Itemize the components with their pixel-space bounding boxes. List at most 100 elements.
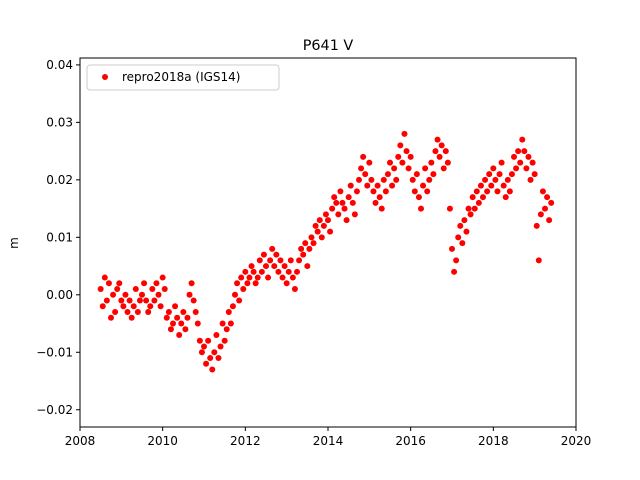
- y-axis-label: m: [7, 237, 21, 249]
- data-point: [422, 165, 429, 172]
- data-point: [504, 176, 511, 183]
- data-point: [484, 188, 491, 195]
- data-point: [477, 182, 484, 189]
- data-point: [108, 314, 114, 321]
- data-point: [467, 211, 474, 218]
- data-point: [97, 286, 104, 293]
- data-point: [300, 251, 307, 258]
- data-point: [351, 211, 358, 218]
- data-point: [318, 234, 325, 241]
- data-point: [215, 355, 222, 362]
- data-point: [174, 314, 181, 321]
- data-point: [120, 303, 127, 310]
- data-point: [161, 286, 168, 293]
- data-point: [335, 211, 342, 218]
- data-point: [170, 320, 176, 327]
- data-point: [271, 263, 278, 270]
- data-point: [304, 263, 311, 270]
- data-point: [139, 291, 145, 298]
- data-point: [248, 263, 255, 270]
- data-point: [430, 171, 437, 178]
- data-point: [360, 153, 367, 160]
- legend-entry-label: repro2018a (IGS14): [122, 70, 240, 84]
- chart-title: P641 V: [303, 38, 354, 54]
- data-point: [194, 320, 201, 327]
- data-point: [234, 280, 241, 287]
- data-point: [434, 136, 441, 143]
- data-point: [384, 171, 391, 178]
- data-point: [314, 228, 321, 235]
- data-point: [339, 199, 346, 206]
- data-point: [546, 217, 553, 224]
- data-point: [316, 217, 323, 224]
- y-tick-label: 0.02: [46, 173, 73, 187]
- data-point: [436, 153, 443, 160]
- data-point: [471, 205, 478, 212]
- data-point: [101, 274, 108, 281]
- data-point: [382, 188, 389, 195]
- data-point: [457, 222, 464, 229]
- data-point: [254, 274, 261, 281]
- data-point: [198, 349, 205, 356]
- x-tick-label: 2018: [478, 434, 509, 448]
- data-point: [473, 188, 480, 195]
- data-point: [273, 251, 280, 258]
- data-point: [374, 182, 381, 189]
- data-point: [134, 309, 141, 316]
- data-point: [112, 309, 119, 316]
- data-point: [155, 291, 162, 298]
- data-point: [306, 245, 313, 252]
- data-point: [246, 274, 253, 281]
- data-point: [353, 188, 360, 195]
- data-point: [393, 176, 400, 183]
- data-point: [310, 240, 317, 247]
- data-point: [298, 245, 305, 252]
- data-point: [480, 194, 486, 201]
- data-point: [442, 148, 449, 155]
- data-point: [368, 176, 375, 183]
- data-point: [459, 240, 466, 247]
- data-point: [165, 309, 172, 316]
- data-point: [389, 182, 396, 189]
- data-point: [537, 211, 544, 218]
- data-point: [229, 303, 236, 310]
- data-point: [205, 337, 212, 344]
- data-point: [446, 205, 453, 212]
- data-point: [492, 176, 499, 183]
- data-point: [147, 303, 154, 310]
- data-point: [341, 205, 348, 212]
- data-point: [508, 171, 515, 178]
- data-point: [405, 165, 412, 172]
- data-point: [420, 182, 427, 189]
- data-point: [387, 159, 393, 166]
- data-point: [511, 153, 517, 160]
- data-point: [544, 194, 551, 201]
- data-point: [244, 280, 251, 287]
- data-point: [362, 171, 369, 178]
- data-point: [265, 274, 272, 281]
- data-point: [182, 326, 189, 333]
- data-point: [105, 280, 112, 287]
- data-point: [418, 205, 424, 212]
- y-axis: −0.02 −0.01 0.00 0.01 0.02 0.03 0.04: [36, 58, 80, 417]
- data-point: [219, 320, 226, 327]
- data-point: [475, 199, 482, 206]
- data-point: [238, 274, 245, 281]
- data-point: [356, 176, 362, 183]
- data-point: [186, 291, 193, 298]
- data-point: [289, 274, 296, 281]
- data-point: [453, 257, 460, 264]
- data-point: [232, 291, 238, 298]
- data-point: [124, 309, 131, 316]
- data-point: [294, 268, 300, 275]
- data-point: [358, 165, 365, 172]
- data-point: [256, 257, 263, 264]
- y-tick-label: 0.03: [46, 115, 73, 129]
- data-point: [143, 297, 150, 304]
- x-tick-label: 2014: [313, 434, 344, 448]
- data-point: [513, 165, 520, 172]
- data-point: [116, 280, 123, 287]
- data-point: [141, 280, 148, 287]
- data-point: [207, 355, 214, 362]
- data-point: [209, 366, 216, 373]
